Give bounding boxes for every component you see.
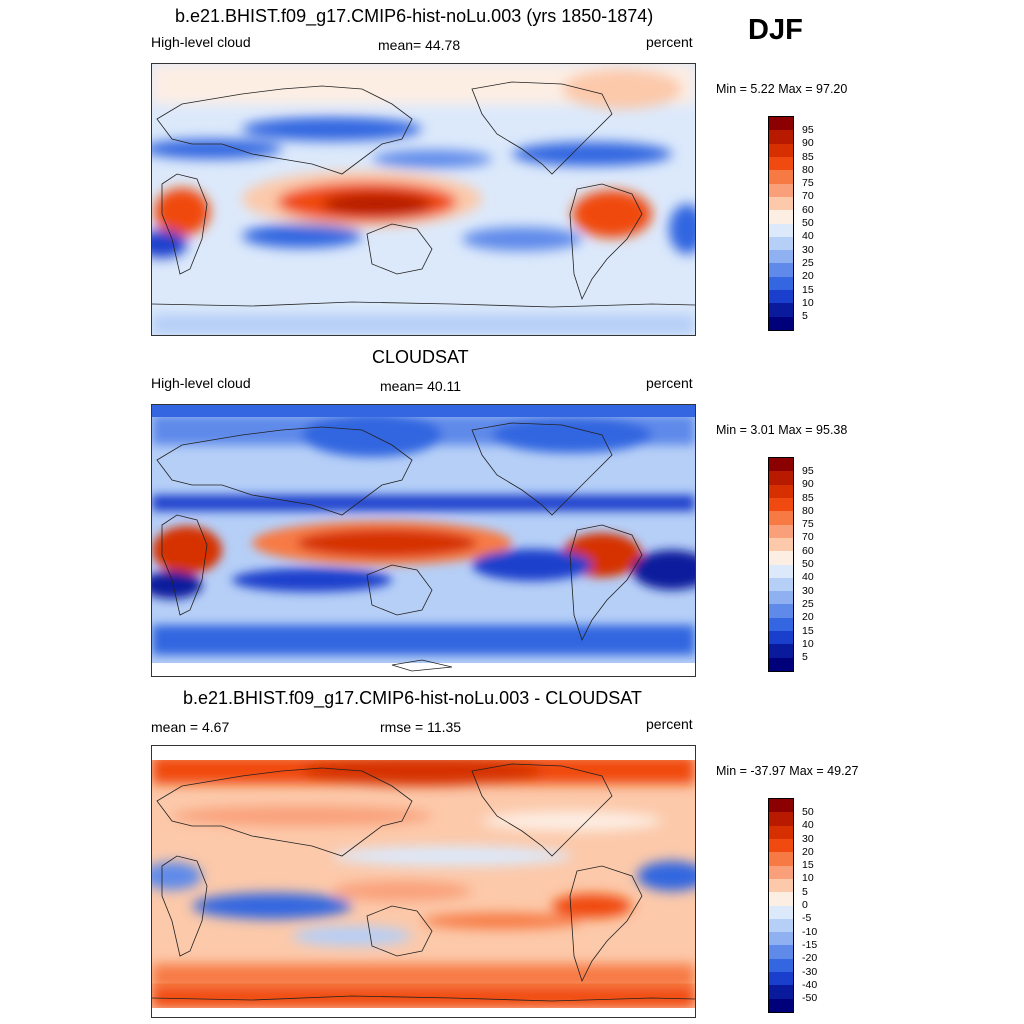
cb-tick: 30: [802, 832, 814, 845]
cb-tick: 10: [802, 637, 814, 650]
panel1-units-label: percent: [646, 34, 693, 50]
panel2-title: CLOUDSAT: [372, 347, 469, 367]
cb-tick: -20: [802, 952, 818, 965]
cb-tick: 75: [802, 518, 814, 531]
panel2-mean-label: mean= 40.11: [380, 378, 462, 394]
cb-tick: 15: [802, 624, 814, 637]
cb-tick: 10: [802, 296, 814, 309]
cb-tick: 10: [802, 872, 814, 885]
panel3-colorbar-labels: 50 40 30 20 15 10 5 0 -5 -10 -15 -20 -30…: [802, 806, 817, 1005]
panel2-minmax: Min = 3.01 Max = 95.38: [716, 423, 848, 437]
cb-tick: 70: [802, 190, 814, 203]
cb-tick: 80: [802, 163, 814, 176]
cb-tick: -10: [802, 925, 818, 938]
panel3-minmax: Min = -37.97 Max = 49.27: [716, 764, 859, 778]
cb-tick: 50: [802, 806, 814, 818]
panel3-mean-label: mean = 4.67: [151, 719, 230, 735]
panel1-colorbar: [768, 116, 794, 331]
cb-tick: 0: [802, 899, 808, 912]
cb-tick: 30: [802, 243, 814, 256]
cb-tick: 85: [802, 491, 814, 504]
panel2-colorbar: [768, 457, 794, 672]
panel3-map: [151, 745, 696, 1018]
cb-tick: 90: [802, 137, 814, 150]
panel3-title: b.e21.BHIST.f09_g17.CMIP6-hist-noLu.003 …: [183, 688, 642, 708]
cb-tick: 25: [802, 597, 814, 610]
cb-tick: 50: [802, 217, 814, 230]
panel1-mean-label: mean= 44.78: [378, 37, 461, 53]
panel1-variable-label: High-level cloud: [151, 34, 251, 50]
cb-tick: 50: [802, 558, 814, 571]
panel1-map: [151, 63, 696, 336]
cb-tick: 20: [802, 270, 814, 283]
panel2-map: [151, 404, 696, 677]
panel1-minmax: Min = 5.22 Max = 97.20: [716, 82, 848, 96]
cb-tick: 40: [802, 571, 814, 584]
cb-tick: 15: [802, 283, 814, 296]
cb-tick: 75: [802, 177, 814, 190]
cb-tick: -50: [802, 992, 818, 1005]
cb-tick: 60: [802, 544, 814, 557]
cb-tick: 95: [802, 124, 814, 136]
panel2-colorbar-labels: 95 90 85 80 75 70 60 50 40 30 25 20 15 1…: [802, 465, 814, 664]
season-label: DJF: [748, 14, 803, 46]
cb-tick: -40: [802, 978, 818, 991]
panel2-variable-label: High-level cloud: [151, 375, 251, 391]
panel1-colorbar-labels: 95 90 85 80 75 70 60 50 40 30 25 20 15 1…: [802, 124, 814, 323]
cb-tick: -15: [802, 938, 818, 951]
panel3-units-label: percent: [646, 716, 693, 732]
cb-tick: 15: [802, 859, 814, 872]
cb-tick: 20: [802, 845, 814, 858]
panel3-colorbar: [768, 798, 794, 1013]
panel3-rmse-label: rmse = 11.35: [380, 719, 462, 735]
cb-tick: 5: [802, 885, 808, 898]
panel1-title: b.e21.BHIST.f09_g17.CMIP6-hist-noLu.003 …: [175, 6, 654, 26]
cb-tick: 5: [802, 651, 808, 664]
cb-tick: 40: [802, 230, 814, 243]
cb-tick: 20: [802, 611, 814, 624]
cb-tick: 95: [802, 465, 814, 477]
cb-tick: 70: [802, 531, 814, 544]
cb-tick: 25: [802, 256, 814, 269]
panel2-units-label: percent: [646, 375, 693, 391]
cb-tick: 90: [802, 478, 814, 491]
cb-tick: 80: [802, 504, 814, 517]
cb-tick: -5: [802, 912, 812, 925]
cb-tick: 60: [802, 203, 814, 216]
cb-tick: -30: [802, 965, 818, 978]
cb-tick: 5: [802, 310, 808, 323]
cb-tick: 85: [802, 150, 814, 163]
cb-tick: 30: [802, 584, 814, 597]
cb-tick: 40: [802, 819, 814, 832]
